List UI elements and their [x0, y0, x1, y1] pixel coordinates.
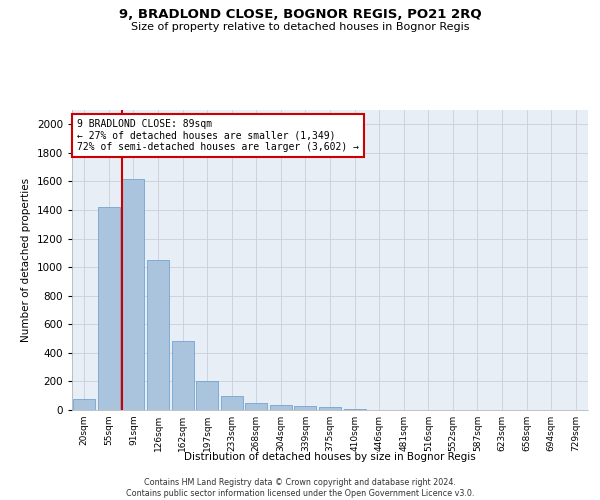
Bar — [344, 408, 365, 410]
Bar — [245, 403, 268, 410]
Bar — [147, 260, 169, 410]
Bar — [196, 380, 218, 410]
Text: Size of property relative to detached houses in Bognor Regis: Size of property relative to detached ho… — [131, 22, 469, 32]
Text: Contains HM Land Registry data © Crown copyright and database right 2024.
Contai: Contains HM Land Registry data © Crown c… — [126, 478, 474, 498]
Bar — [98, 207, 120, 410]
Bar — [270, 405, 292, 410]
Bar — [295, 406, 316, 410]
Bar — [319, 408, 341, 410]
Bar — [172, 342, 194, 410]
Text: 9, BRADLOND CLOSE, BOGNOR REGIS, PO21 2RQ: 9, BRADLOND CLOSE, BOGNOR REGIS, PO21 2R… — [119, 8, 481, 20]
Text: 9 BRADLOND CLOSE: 89sqm
← 27% of detached houses are smaller (1,349)
72% of semi: 9 BRADLOND CLOSE: 89sqm ← 27% of detache… — [77, 119, 359, 152]
Bar — [221, 396, 243, 410]
Y-axis label: Number of detached properties: Number of detached properties — [21, 178, 31, 342]
Text: Distribution of detached houses by size in Bognor Regis: Distribution of detached houses by size … — [184, 452, 476, 462]
Bar — [122, 178, 145, 410]
Bar — [73, 398, 95, 410]
